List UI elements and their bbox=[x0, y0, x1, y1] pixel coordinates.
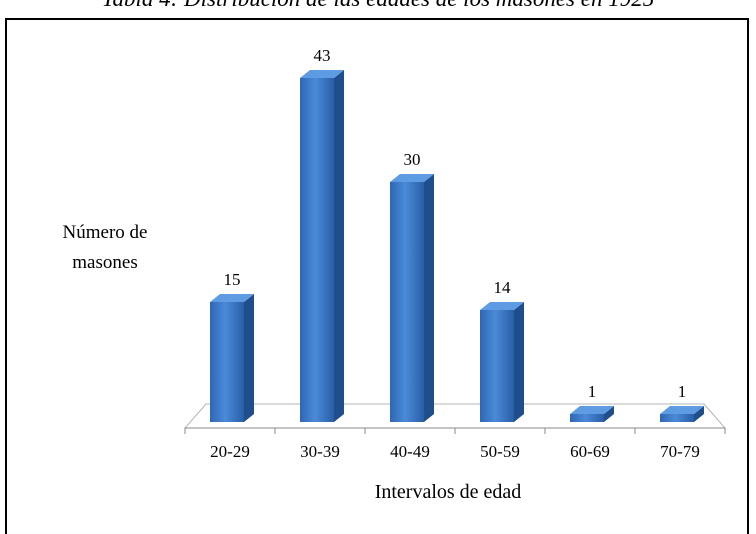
bar-front-face bbox=[660, 414, 694, 422]
chart-title-fragment: Tabla 4: Distribución de las edades de l… bbox=[0, 0, 756, 12]
x-tick-label: 30-39 bbox=[300, 442, 340, 461]
x-tick-label: 70-79 bbox=[660, 442, 700, 461]
data-labels-group: 15 43 30 14 1 1 bbox=[224, 46, 687, 401]
chart-frame: 15 43 30 14 1 1 20-29 30-39 40-49 50-59 60-69 70-7… bbox=[5, 18, 749, 534]
bars-group bbox=[210, 70, 704, 422]
bar-front-face bbox=[570, 414, 604, 422]
x-tick-label: 20-29 bbox=[210, 442, 250, 461]
x-tick-label: 60-69 bbox=[570, 442, 610, 461]
bar-front-face bbox=[390, 182, 424, 422]
bar-side-face bbox=[424, 174, 434, 422]
x-axis-label: Intervalos de edad bbox=[375, 481, 522, 503]
bar-top-face bbox=[570, 406, 614, 414]
chart-floor bbox=[183, 403, 727, 429]
bar-30-39 bbox=[300, 70, 344, 422]
bar-20-29 bbox=[210, 294, 254, 422]
bar-front-face bbox=[210, 302, 244, 422]
bar-70-79 bbox=[660, 406, 704, 422]
x-tick-label: 50-59 bbox=[480, 442, 520, 461]
bar-40-49 bbox=[390, 174, 434, 422]
bar-side-face bbox=[694, 406, 704, 422]
bar-50-59 bbox=[480, 302, 524, 422]
x-axis-ticks bbox=[184, 428, 726, 434]
data-label: 1 bbox=[588, 382, 597, 401]
bar-top-face bbox=[480, 302, 524, 310]
x-tick-label: 40-49 bbox=[390, 442, 430, 461]
data-label: 15 bbox=[224, 270, 241, 289]
bar-top-face bbox=[660, 406, 704, 414]
bar-front-face bbox=[480, 310, 514, 422]
y-axis-label-line-2: masones bbox=[72, 252, 137, 273]
bar-side-face bbox=[244, 294, 254, 422]
bar-60-69 bbox=[570, 406, 614, 422]
data-label: 43 bbox=[314, 46, 331, 65]
bar-top-face bbox=[210, 294, 254, 302]
bar-top-face bbox=[390, 174, 434, 182]
data-label: 14 bbox=[494, 278, 512, 297]
bar-side-face bbox=[604, 406, 614, 422]
bar-side-face bbox=[514, 302, 524, 422]
bar-front-face bbox=[300, 78, 334, 422]
data-label: 30 bbox=[404, 150, 421, 169]
bar-chart: 15 43 30 14 1 1 20-29 30-39 40-49 50-59 60-69 70-7… bbox=[63, 46, 727, 503]
bar-top-face bbox=[300, 70, 344, 78]
bar-side-face bbox=[334, 70, 344, 422]
data-label: 1 bbox=[678, 382, 687, 401]
x-tick-labels-group: 20-29 30-39 40-49 50-59 60-69 70-79 bbox=[210, 442, 700, 461]
y-axis-label-line-1: Número de bbox=[63, 222, 148, 243]
